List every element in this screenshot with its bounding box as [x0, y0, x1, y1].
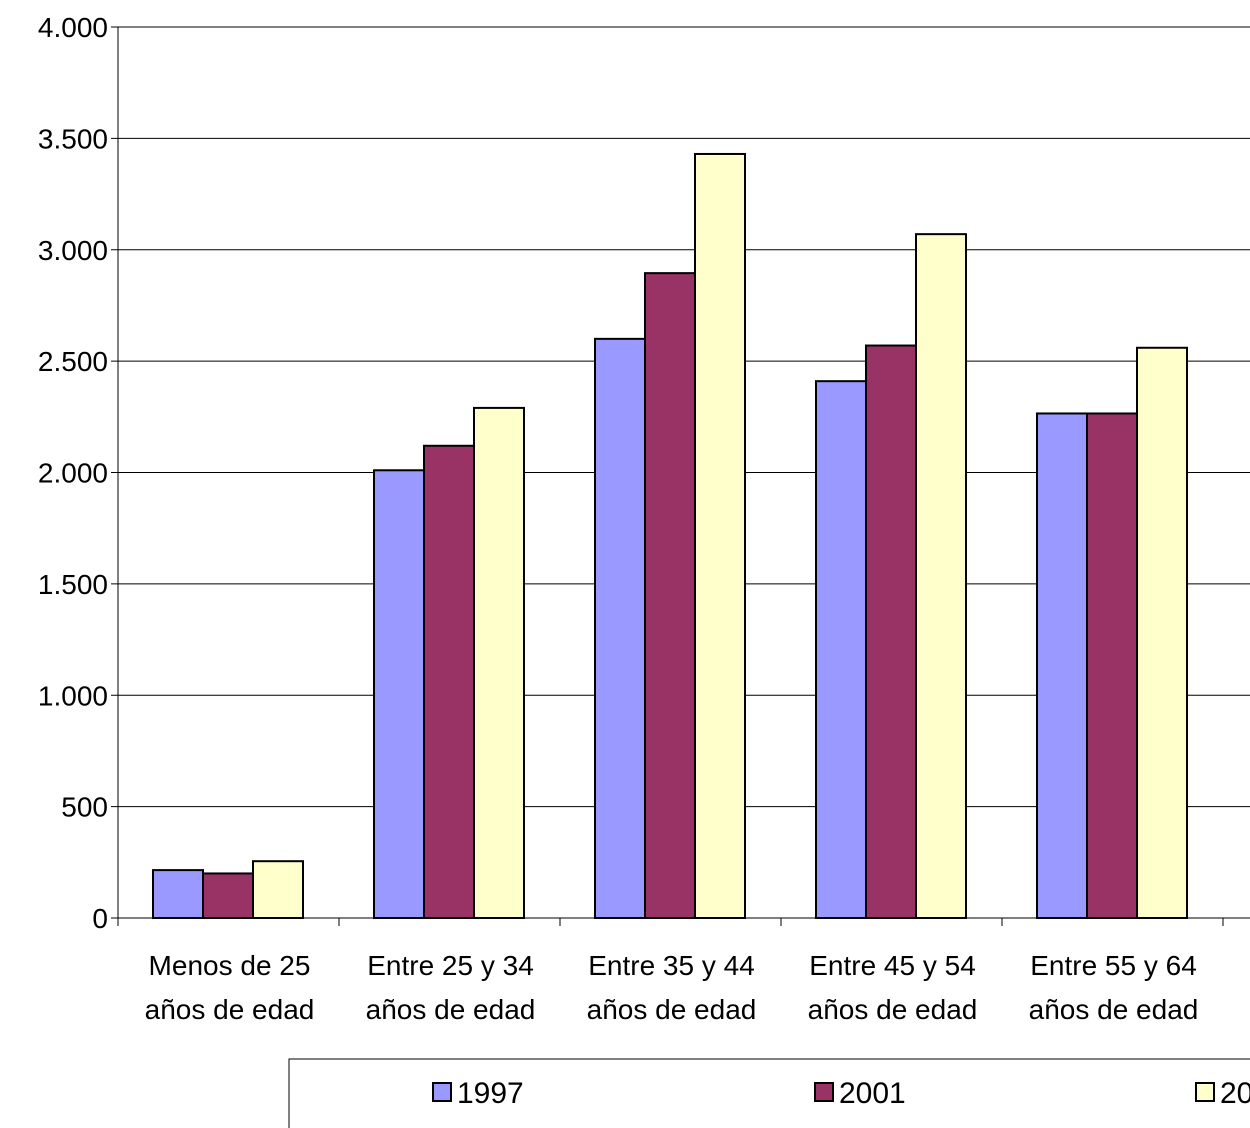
x-category-label: Entre 35 y 44 — [588, 950, 755, 981]
bar-20-0 — [252, 860, 304, 919]
x-category-label: años de edad — [587, 994, 757, 1025]
y-tick-label: 4.000 — [38, 12, 108, 43]
x-category-labels: Menos de 25 años de edad Entre 25 y 34 años… — [145, 950, 1199, 1025]
bar-20-4 — [1136, 346, 1188, 919]
bar-20-1 — [473, 406, 525, 919]
x-category-label: Menos de 25 — [149, 950, 311, 981]
legend-box — [288, 1058, 1250, 1128]
legend-swatch-1997 — [432, 1082, 452, 1102]
bars — [152, 152, 1188, 920]
bar-1997-1 — [373, 469, 425, 919]
bar-1997-3 — [815, 380, 867, 919]
y-tick-labels: 0 500 1.000 1.500 2.000 2.500 3.000 3.500 4.000 — [38, 12, 108, 934]
bar-1997-0 — [152, 869, 204, 920]
y-tick-label: 1.000 — [38, 680, 108, 711]
bar-2001-1 — [423, 444, 475, 919]
bar-1997-4 — [1036, 412, 1088, 919]
x-category-label: años de edad — [808, 994, 978, 1025]
y-tick-label: 3.000 — [38, 235, 108, 266]
x-category-label: años de edad — [1029, 994, 1199, 1025]
legend-swatch-2001 — [814, 1082, 834, 1102]
y-tick-label: 2.500 — [38, 346, 108, 377]
bar-20-3 — [915, 233, 967, 920]
legend-label: 2001 — [839, 1077, 906, 1110]
y-tick-label: 0 — [92, 903, 108, 934]
bar-2001-0 — [202, 872, 254, 920]
bar-2001-3 — [865, 344, 917, 920]
x-category-label: años de edad — [366, 994, 536, 1025]
y-tick-label: 500 — [61, 792, 108, 823]
bar-2001-2 — [644, 272, 696, 920]
legend-swatch-20 — [1195, 1082, 1215, 1102]
y-tick-label: 3.500 — [38, 123, 108, 154]
y-tick-label: 2.000 — [38, 458, 108, 489]
bar-2001-4 — [1086, 412, 1138, 919]
legend-label: 20 — [1220, 1077, 1250, 1110]
legend-label: 1997 — [457, 1077, 524, 1110]
x-category-label: Entre 25 y 34 — [367, 950, 534, 981]
legend: 1997 2001 20 — [288, 1058, 1250, 1128]
x-category-label: años de edad — [145, 994, 315, 1025]
x-category-label: Entre 55 y 64 — [1030, 950, 1197, 981]
x-category-label: Entre 45 y 54 — [809, 950, 976, 981]
bar-1997-2 — [594, 337, 646, 920]
bar-20-2 — [694, 152, 746, 919]
y-tick-label: 1.500 — [38, 569, 108, 600]
